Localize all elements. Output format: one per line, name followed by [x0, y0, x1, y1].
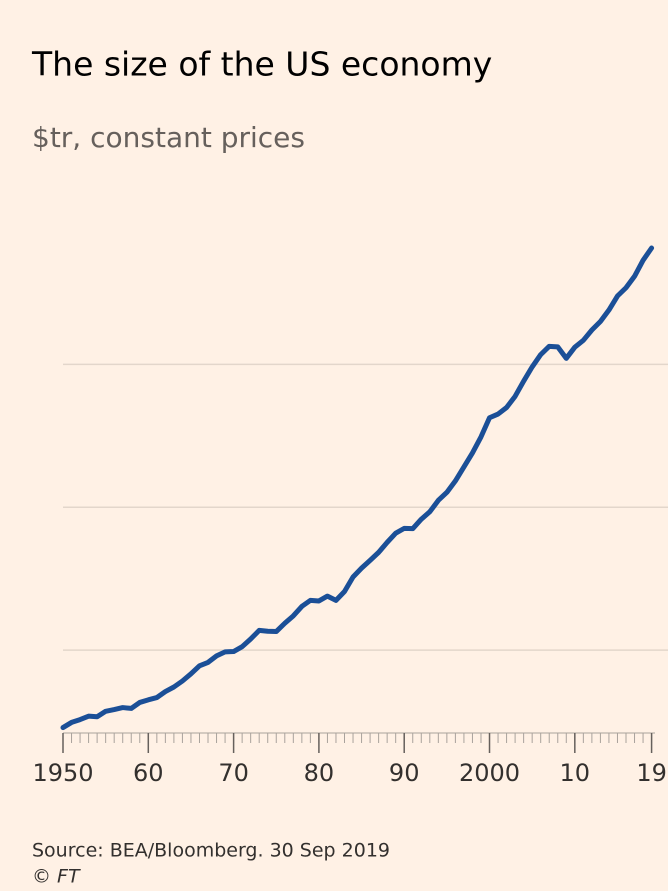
x-tick-label: 1950 [32, 759, 93, 787]
x-tick-label: 60 [133, 759, 164, 787]
x-tick-label: 90 [389, 759, 420, 787]
copyright: © FT [32, 866, 81, 888]
line [60, 245, 655, 731]
x-tick-label: 19 [636, 759, 667, 787]
x-tick-label: 70 [218, 759, 249, 787]
x-tick-label: 10 [560, 759, 591, 787]
source: Source: BEA/Bloomberg. 30 Sep 2019 [32, 840, 390, 862]
chart-subtitle: $tr, constant prices [32, 121, 305, 154]
x-tick-label: 80 [304, 759, 335, 787]
x-tick-label: 2000 [459, 759, 520, 787]
chart-title: The size of the US economy [31, 45, 492, 84]
